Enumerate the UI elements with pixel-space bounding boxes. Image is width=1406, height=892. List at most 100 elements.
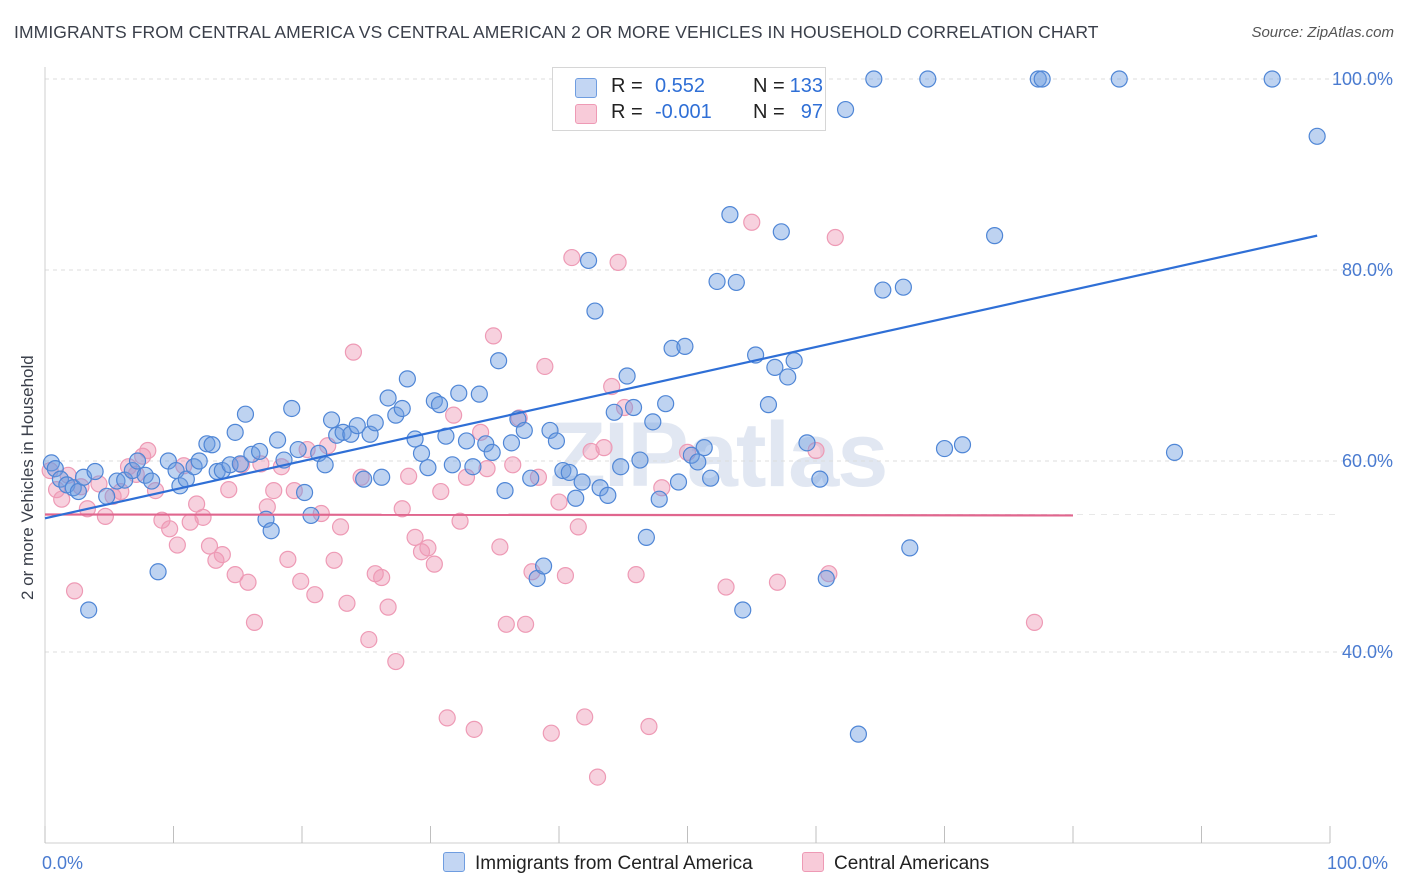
data-point bbox=[657, 395, 675, 413]
data-point bbox=[627, 566, 645, 584]
data-point bbox=[1033, 70, 1051, 88]
data-point bbox=[836, 100, 855, 119]
bottom-legend-series1[interactable]: Immigrants from Central America bbox=[443, 852, 753, 875]
data-point bbox=[316, 456, 334, 474]
data-point bbox=[464, 458, 482, 476]
data-point bbox=[331, 518, 350, 536]
data-point bbox=[491, 538, 509, 556]
data-point bbox=[342, 425, 360, 443]
data-point bbox=[200, 537, 219, 555]
legend-n-label: N = bbox=[753, 101, 785, 123]
data-point bbox=[477, 435, 495, 453]
data-point bbox=[143, 472, 161, 490]
data-point bbox=[612, 458, 630, 476]
data-point bbox=[419, 539, 437, 557]
data-point bbox=[785, 352, 803, 370]
data-point bbox=[588, 768, 607, 786]
data-point bbox=[586, 302, 604, 320]
data-point bbox=[86, 462, 104, 481]
data-point bbox=[279, 550, 297, 568]
data-point bbox=[136, 466, 154, 484]
data-point bbox=[894, 278, 912, 296]
data-point bbox=[457, 432, 476, 450]
data-point bbox=[387, 652, 405, 671]
data-point bbox=[457, 468, 476, 486]
data-point bbox=[695, 439, 713, 457]
legend-r-label: R = bbox=[611, 75, 643, 97]
x-axis-min-label: 0.0% bbox=[42, 853, 84, 873]
y-axis-label: 2 or more Vehicles in Household bbox=[18, 355, 37, 600]
data-point bbox=[419, 459, 437, 477]
data-point bbox=[123, 461, 141, 480]
data-point bbox=[637, 528, 655, 547]
data-point bbox=[46, 460, 64, 478]
data-point bbox=[226, 566, 244, 584]
data-point bbox=[953, 436, 972, 454]
data-point bbox=[599, 486, 617, 504]
data-point bbox=[605, 403, 623, 421]
data-point bbox=[615, 398, 634, 417]
data-point bbox=[576, 708, 594, 726]
data-point bbox=[450, 384, 468, 402]
y-tick-label: 40.0% bbox=[1342, 642, 1393, 662]
y-tick-label: 100.0% bbox=[1332, 69, 1393, 89]
legend-n-label: N = bbox=[753, 75, 785, 97]
legend-r-label: R = bbox=[611, 101, 643, 123]
data-point bbox=[69, 482, 88, 501]
data-point bbox=[161, 520, 179, 538]
data-point bbox=[478, 460, 496, 478]
data-point bbox=[285, 482, 303, 500]
data-point bbox=[515, 421, 533, 440]
data-point bbox=[262, 522, 280, 540]
data-point bbox=[98, 487, 116, 505]
series2-swatch bbox=[575, 104, 597, 124]
data-point bbox=[640, 717, 658, 736]
data-point bbox=[1308, 127, 1326, 145]
data-point bbox=[721, 206, 739, 224]
data-point bbox=[504, 456, 522, 474]
data-point bbox=[759, 396, 778, 414]
data-point bbox=[579, 251, 598, 270]
data-point bbox=[231, 455, 249, 473]
data-point bbox=[198, 435, 216, 453]
data-point bbox=[556, 566, 575, 585]
data-point bbox=[80, 601, 98, 619]
data-point bbox=[250, 442, 269, 461]
data-point bbox=[582, 442, 600, 461]
data-point bbox=[338, 594, 356, 612]
data-point bbox=[213, 545, 231, 564]
data-point bbox=[919, 70, 937, 88]
bottom-legend-series2[interactable]: Central Americans bbox=[802, 852, 989, 875]
data-point bbox=[820, 565, 838, 583]
chart-title: IMMIGRANTS FROM CENTRAL AMERICA VS CENTR… bbox=[14, 22, 1099, 42]
data-point bbox=[236, 405, 255, 423]
data-point bbox=[306, 586, 324, 604]
data-point bbox=[669, 473, 688, 491]
data-point bbox=[560, 463, 578, 482]
data-point bbox=[400, 467, 418, 485]
series1-swatch bbox=[443, 852, 465, 872]
data-point bbox=[387, 406, 405, 424]
data-point bbox=[406, 430, 424, 448]
data-point bbox=[522, 469, 540, 487]
data-point bbox=[772, 223, 790, 241]
data-point bbox=[849, 725, 868, 743]
data-point bbox=[865, 70, 883, 88]
data-point bbox=[496, 482, 514, 500]
data-point bbox=[734, 601, 752, 619]
data-point bbox=[207, 551, 225, 569]
data-point bbox=[325, 551, 343, 569]
data-point bbox=[609, 253, 627, 271]
data-point bbox=[96, 507, 114, 525]
series2-swatch bbox=[802, 852, 824, 872]
data-point bbox=[203, 436, 221, 454]
data-point bbox=[663, 339, 681, 357]
data-point bbox=[534, 557, 553, 575]
data-point bbox=[547, 432, 566, 450]
y-tick-label: 80.0% bbox=[1342, 260, 1393, 280]
data-point bbox=[1110, 70, 1128, 88]
data-point bbox=[432, 482, 450, 501]
data-point bbox=[149, 563, 167, 581]
data-point bbox=[220, 481, 238, 499]
legend-r-value: -0.001 bbox=[655, 101, 712, 123]
